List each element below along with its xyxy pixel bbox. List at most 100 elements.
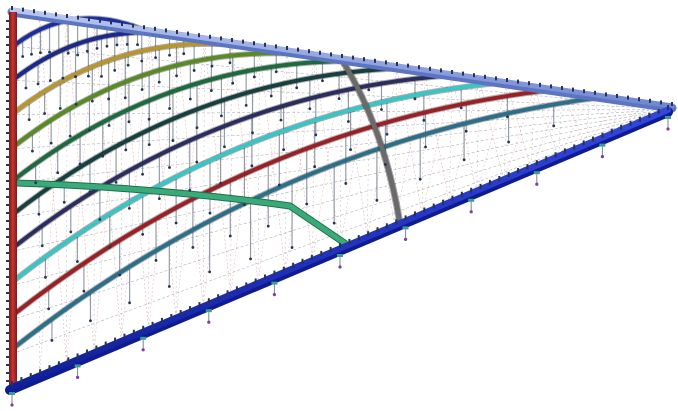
hanger-node: [56, 171, 60, 175]
hanger-node: [219, 181, 222, 185]
bottom-chord-stud: [573, 144, 576, 150]
hanger-node: [21, 55, 25, 58]
bracing-line: [149, 31, 177, 320]
bottom-chord-stud: [526, 164, 529, 170]
hanger-node: [88, 128, 91, 132]
hanger-node: [380, 108, 383, 111]
hanger-node: [82, 289, 86, 293]
hanger-node: [30, 52, 33, 56]
hanger-node: [100, 75, 103, 78]
grid-line: [394, 67, 398, 228]
hanger-node: [168, 166, 171, 169]
hanger-node: [168, 53, 171, 57]
bracing-line: [479, 79, 505, 182]
top-chord-stud: [583, 89, 585, 94]
top-chord-stud: [418, 65, 420, 70]
hanger-node: [250, 164, 254, 168]
hanger-node: [347, 120, 350, 123]
top-chord-stud: [286, 46, 288, 50]
left-column: [9, 12, 17, 392]
support-node: [666, 127, 670, 131]
hanger-node: [61, 76, 65, 80]
grid-line: [585, 95, 590, 147]
support-node: [76, 375, 80, 379]
top-chord-stud: [110, 20, 112, 25]
column-stud: [6, 132, 9, 134]
grid-line: [421, 71, 425, 216]
hanger-node: [171, 139, 175, 142]
top-chord-stud: [484, 74, 486, 79]
bottom-chord-stud: [367, 231, 370, 237]
hanger-node: [308, 107, 312, 111]
bottom-chord-stud: [404, 215, 407, 221]
hanger-node: [107, 97, 111, 101]
hanger-node: [48, 79, 52, 82]
column-stud: [6, 212, 9, 214]
hanger-node: [462, 158, 466, 162]
bottom-chord-stud: [301, 258, 304, 264]
hanger-node: [277, 183, 281, 187]
top-chord-stud: [253, 41, 255, 46]
support-node: [207, 320, 211, 324]
bottom-chord-stud: [160, 317, 163, 323]
column-stud: [6, 108, 9, 110]
bottom-chord-stud: [39, 369, 42, 375]
top-chord-stud: [352, 55, 354, 60]
column-stud: [6, 76, 9, 78]
bottom-chord-stud: [226, 290, 229, 296]
column-stud: [6, 292, 9, 294]
bottom-chord-stud: [48, 365, 51, 371]
hanger-node: [418, 177, 422, 181]
hanger-node: [251, 131, 254, 135]
bottom-chord-stud: [535, 160, 538, 166]
bottom-chord-stud: [554, 152, 557, 158]
hanger-node: [332, 221, 336, 225]
hanger-node: [108, 245, 112, 249]
top-chord-stud: [440, 68, 442, 73]
column-stud: [6, 332, 9, 334]
hanger-node: [101, 154, 105, 158]
bottom-chord-stud: [254, 278, 257, 284]
top-chord-stud: [572, 87, 574, 92]
bracing-line: [66, 23, 95, 366]
top-chord-stud: [660, 100, 662, 105]
column-stud: [6, 60, 9, 62]
top-chord-stud: [143, 25, 145, 30]
top-chord-stud: [462, 71, 464, 76]
hanger-node: [266, 224, 270, 228]
bearing-support: [665, 116, 671, 119]
arch-7: [12, 73, 451, 249]
bracing-line: [476, 83, 508, 193]
hanger-node: [305, 202, 309, 206]
hanger-node: [175, 74, 178, 78]
column-stud: [6, 316, 9, 318]
bracing-line: [585, 99, 618, 147]
hanger-node: [114, 180, 118, 184]
bottom-chord-stud: [413, 211, 416, 217]
bracing-line: [257, 51, 288, 285]
roof-grid: [11, 15, 673, 377]
column-stud: [6, 364, 9, 366]
bracing-line: [396, 67, 423, 216]
column-stud: [6, 196, 9, 198]
bottom-chord-stud: [385, 223, 388, 229]
hanger-node: [231, 81, 235, 85]
column-stud: [6, 268, 9, 270]
top-chord-stud: [308, 49, 310, 54]
hanger-node: [34, 181, 38, 185]
top-chord-stud: [638, 97, 640, 102]
bottom-chord-stud: [245, 282, 248, 288]
bottom-chord-stud: [638, 116, 641, 122]
column-stud: [6, 28, 9, 30]
hanger-node: [147, 143, 151, 147]
bottom-chord-stud: [179, 310, 182, 316]
hanger-node: [223, 145, 226, 149]
top-chord-stud: [396, 62, 398, 66]
hanger-node: [385, 132, 389, 136]
top-chord-stud: [319, 50, 321, 55]
grid-line: [121, 27, 123, 343]
bearing-support: [599, 143, 606, 147]
bottom-chord-stud: [451, 195, 454, 201]
bottom-chord-stud: [488, 179, 491, 185]
column-stud: [6, 156, 9, 158]
